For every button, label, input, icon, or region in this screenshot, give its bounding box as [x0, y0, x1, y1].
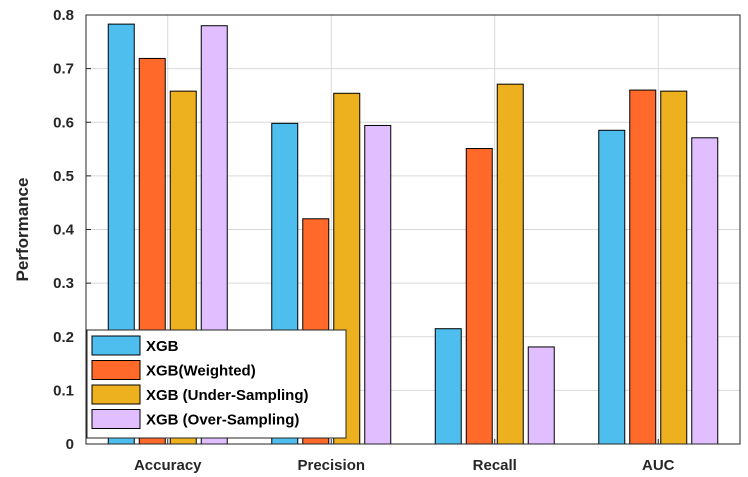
y-tick-label: 0.8	[53, 7, 74, 24]
bar-auc-3	[660, 90, 688, 445]
legend-swatch	[91, 360, 141, 380]
bar-recall-2	[465, 148, 493, 445]
bar-recall-3	[496, 83, 524, 445]
x-tick-label: AUC	[642, 457, 675, 474]
x-tick-labels: Accuracy Precision Recall AUC	[134, 439, 675, 474]
legend-swatch	[91, 409, 141, 429]
x-tick-label: Recall	[473, 457, 517, 474]
y-tick-label: 0.5	[53, 168, 74, 185]
y-tick-label: 0.3	[53, 275, 74, 292]
legend: XGB XGB(Weighted) XGB (Under-Sampling) XGB …	[86, 329, 347, 439]
x-tick-label: Accuracy	[134, 457, 202, 474]
y-tick-label: 0.7	[53, 61, 74, 78]
y-tick-label: 0.6	[53, 114, 74, 131]
y-axis-label: Performance	[13, 178, 32, 282]
legend-label: XGB (Over-Sampling)	[146, 412, 299, 429]
bar-recall-1	[434, 328, 462, 445]
bar-auc-2	[629, 89, 657, 445]
legend-swatch	[91, 335, 141, 356]
y-tick-label: 0.2	[53, 329, 74, 346]
legend-label: XGB	[146, 338, 179, 355]
y-tick-label: 0	[66, 436, 74, 453]
x-tick-label: Precision	[297, 457, 365, 474]
legend-label: XGB (Under-Sampling)	[146, 387, 309, 404]
y-tick-label: 0.4	[53, 222, 75, 239]
bar-auc-1	[598, 129, 626, 445]
legend-swatch	[91, 384, 141, 405]
bar-precision-4	[364, 124, 392, 445]
bar-auc-4	[691, 137, 719, 445]
bar-recall-4	[527, 346, 555, 445]
y-tick-labels: 0 0.1 0.2 0.3 0.4 0.5 0.6 0.7 0.8	[53, 7, 91, 453]
legend-label: XGB(Weighted)	[146, 363, 256, 380]
y-tick-label: 0.1	[53, 382, 74, 399]
